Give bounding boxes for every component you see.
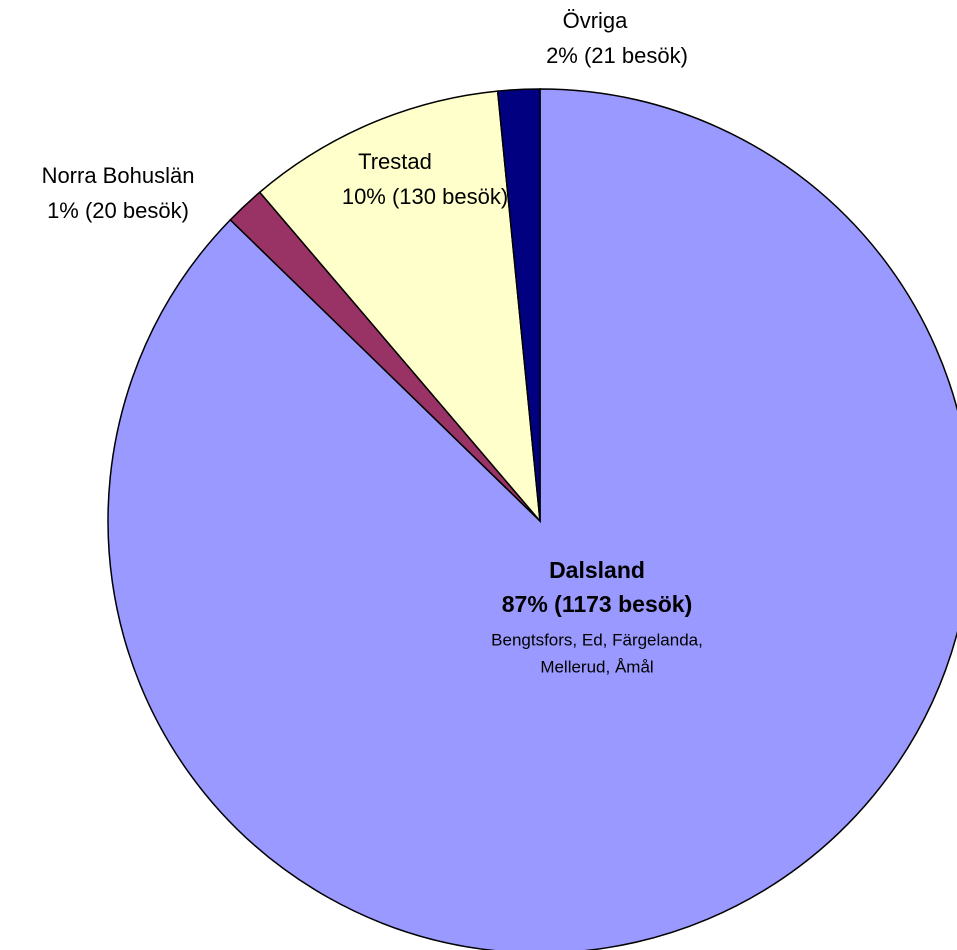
- slice-annotation: Mellerud, Åmål: [540, 657, 653, 676]
- slice-value-label: 10% (130 besök): [342, 184, 508, 209]
- slice-value-label: 2% (21 besök): [546, 43, 688, 68]
- pie-slice: [107, 88, 957, 950]
- slice-label: Dalsland: [549, 557, 645, 583]
- slice-label: Trestad: [358, 149, 432, 174]
- slice-label: Norra Bohuslän: [42, 163, 195, 188]
- pie-slice: [258, 90, 541, 524]
- pie-slice: [496, 88, 541, 522]
- slice-value-label: 1% (20 besök): [47, 198, 189, 223]
- slice-value-label: 87% (1173 besök): [502, 591, 693, 617]
- slice-label: Övriga: [563, 8, 629, 33]
- slice-annotation: Bengtsfors, Ed, Färgelanda,: [491, 630, 703, 649]
